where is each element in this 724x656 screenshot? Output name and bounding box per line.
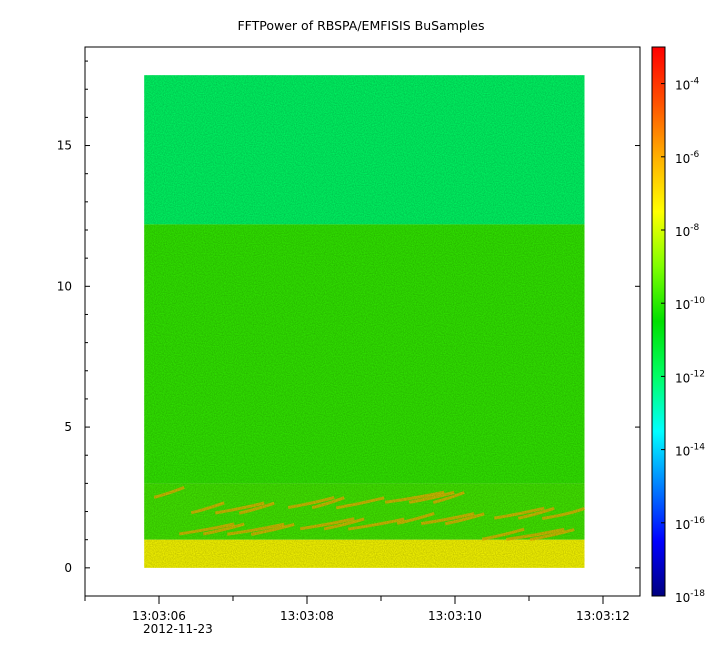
colorbar-tick-label: 10-18	[675, 589, 705, 605]
y-tick-label: 5	[64, 420, 72, 434]
x-tick-label: 13:03:08	[280, 609, 334, 623]
colorbar-tick-label: 10-10	[675, 296, 705, 312]
y-tick-label: 10	[57, 279, 72, 293]
colorbar	[651, 46, 666, 597]
x-tick-label: 13:03:12	[576, 609, 630, 623]
chart-title: FFTPower of RBSPA/EMFISIS BuSamples	[237, 18, 484, 33]
colorbar-tick-label: 10-4	[675, 77, 700, 93]
colorbar-tick-label: 10-14	[675, 443, 705, 459]
y-axis: 0 5 10 15	[57, 60, 640, 597]
colorbar-tick-label: 10-12	[675, 369, 705, 385]
colorbar-tick-label: 10-16	[675, 516, 705, 532]
noise-texture	[144, 75, 585, 568]
x-axis: 13:03:06 13:03:08 13:03:10 13:03:12	[84, 596, 630, 623]
x-tick-label: 13:03:06	[132, 609, 186, 623]
x-tick-label: 13:03:10	[428, 609, 482, 623]
y-tick-label: 15	[57, 139, 72, 153]
colorbar-tick-label: 10-8	[675, 223, 700, 239]
y-tick-label: 0	[64, 561, 72, 575]
spectrogram-image	[144, 75, 586, 568]
colorbar-axis: 10-4 10-6 10-8 10-10 10-12 10-14 10-16 10-18	[661, 77, 705, 605]
colorbar-tick-label: 10-6	[675, 150, 700, 166]
x-axis-date-label: 2012-11-23	[143, 622, 213, 636]
